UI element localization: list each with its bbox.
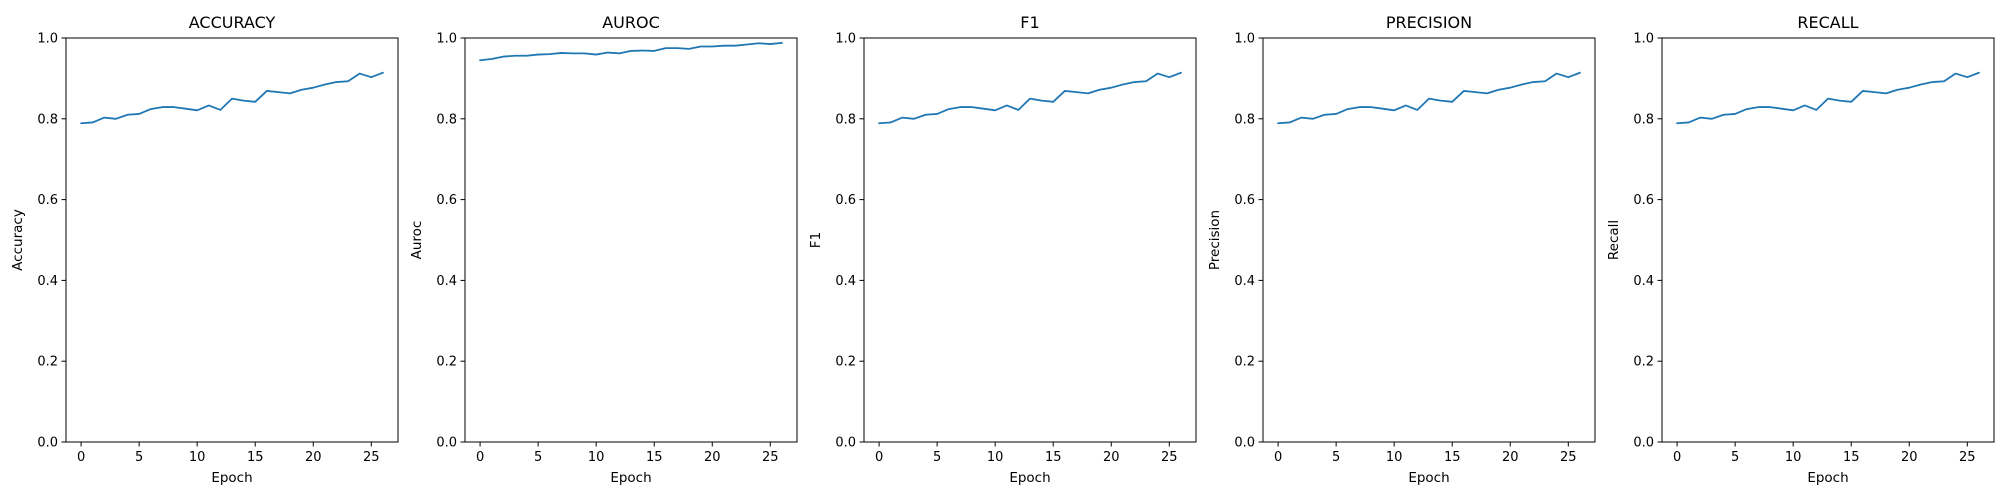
y-axis-label: F1 [808,232,824,248]
x-axis-label: Epoch [211,470,252,486]
x-tick-label: 15 [1843,450,1860,465]
plot-frame [1661,37,1995,443]
chart-panel-5: 0 5 10 15 20 25 0.0 0.2 0.4 0.6 0.8 1.0 RECALL Epoch R… [1606,13,1995,486]
x-tick-label: 15 [646,450,663,465]
x-tick-label: 20 [704,450,721,465]
y-tick-label: 0.4 [1633,274,1654,289]
y-axis-label: Auroc [409,221,425,260]
x-tick-label: 25 [1161,450,1178,465]
y-tick-label: 0.6 [835,193,856,208]
x-tick-label: 25 [363,450,380,465]
series-line [80,71,384,125]
y-tick-label: 0.2 [1633,355,1654,370]
chart-panel-2: 0 5 10 15 20 25 0.0 0.2 0.4 0.6 0.8 1.0 AUROC Epoch Au… [409,13,798,486]
series-line [479,41,783,62]
x-tick-label: 10 [987,450,1004,465]
y-tick-label: 0.4 [37,274,58,289]
y-tick-label: 0.8 [37,112,58,127]
chart-title: PRECISION [1386,13,1472,32]
x-tick-label: 10 [1386,450,1403,465]
x-tick-label: 25 [1560,450,1577,465]
x-tick-label: 5 [933,450,941,465]
y-tick-label: 0.4 [1234,274,1255,289]
chart-panel-1: 0 5 10 15 20 25 0.0 0.2 0.4 0.6 0.8 1.0 ACCURACY Epoc… [10,13,399,486]
y-tick-label: 0.6 [436,193,457,208]
y-tick-label: 0.2 [436,355,457,370]
series-line [1676,71,1980,125]
x-tick-label: 20 [1502,450,1519,465]
x-tick-label: 0 [77,450,85,465]
x-tick-label: 0 [1673,450,1681,465]
x-tick-label: 10 [588,450,605,465]
x-axis-label: Epoch [1408,470,1449,486]
y-tick-label: 0.8 [1633,112,1654,127]
y-tick-label: 0.8 [1234,112,1255,127]
plot-frame [65,37,399,443]
y-tick-label: 0.2 [37,355,58,370]
y-tick-label: 0.4 [835,274,856,289]
y-tick-label: 0.6 [1234,193,1255,208]
x-tick-label: 0 [1274,450,1282,465]
chart-title: AUROC [602,13,660,32]
y-tick-label: 0.0 [37,436,58,451]
x-tick-label: 20 [305,450,322,465]
y-tick-label: 0.2 [835,355,856,370]
chart-title: RECALL [1797,13,1858,32]
series-line [1277,71,1581,125]
x-tick-label: 0 [476,450,484,465]
y-tick-label: 1.0 [37,32,58,47]
x-tick-label: 15 [247,450,264,465]
y-tick-label: 0.0 [436,436,457,451]
chart-panel-4: 0 5 10 15 20 25 0.0 0.2 0.4 0.6 0.8 1.0 PRECISION Epo… [1207,13,1596,486]
series-line [878,71,1182,125]
x-axis-label: Epoch [1009,470,1050,486]
y-tick-label: 1.0 [835,32,856,47]
y-axis-label: Recall [1606,220,1622,260]
chart-title: F1 [1020,13,1039,32]
x-tick-label: 20 [1901,450,1918,465]
x-tick-label: 15 [1045,450,1062,465]
x-tick-label: 10 [189,450,206,465]
plot-frame [1262,37,1596,443]
plot-frame [464,37,798,443]
y-tick-label: 0.0 [1234,436,1255,451]
y-tick-label: 1.0 [436,32,457,47]
y-axis-label: Accuracy [10,209,26,271]
y-tick-label: 0.0 [835,436,856,451]
x-tick-label: 20 [1103,450,1120,465]
x-axis-label: Epoch [610,470,651,486]
x-tick-label: 25 [1959,450,1976,465]
y-tick-label: 0.6 [1633,193,1654,208]
x-tick-label: 15 [1444,450,1461,465]
y-tick-label: 0.0 [1633,436,1654,451]
y-tick-label: 0.8 [835,112,856,127]
y-tick-label: 0.4 [436,274,457,289]
x-tick-label: 25 [762,450,779,465]
plot-frame [863,37,1197,443]
x-axis-label: Epoch [1807,470,1848,486]
y-tick-label: 0.6 [37,193,58,208]
chart-panel-3: 0 5 10 15 20 25 0.0 0.2 0.4 0.6 0.8 1.0 F1 Epoch F1 [808,13,1197,486]
x-tick-label: 5 [1332,450,1340,465]
y-tick-label: 1.0 [1234,32,1255,47]
y-tick-label: 0.2 [1234,355,1255,370]
x-tick-label: 5 [1731,450,1739,465]
y-tick-label: 0.8 [436,112,457,127]
chart-title: ACCURACY [189,13,276,32]
x-tick-label: 5 [135,450,143,465]
y-tick-label: 1.0 [1633,32,1654,47]
x-tick-label: 0 [875,450,883,465]
y-axis-label: Precision [1207,210,1223,270]
x-tick-label: 5 [534,450,542,465]
x-tick-label: 10 [1785,450,1802,465]
